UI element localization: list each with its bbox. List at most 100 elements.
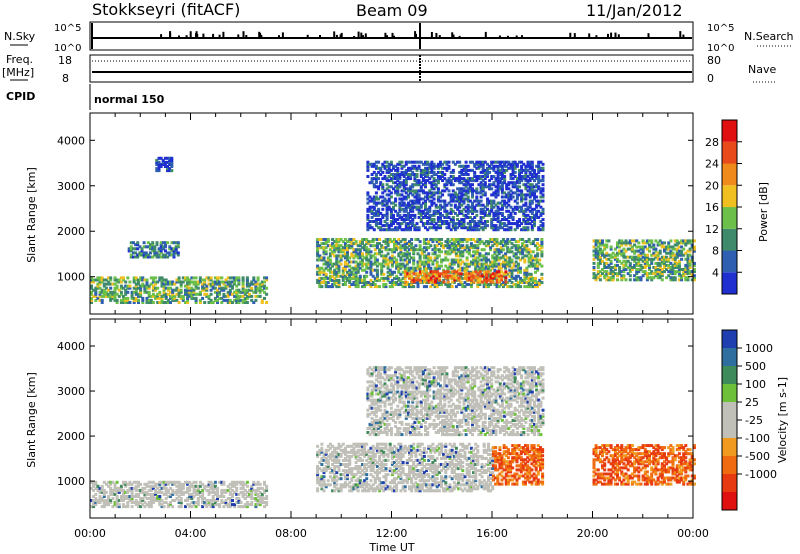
scatter-cell <box>466 226 470 230</box>
scatter-cell <box>471 218 474 221</box>
scatter-cell <box>400 173 404 176</box>
scatter-cell <box>381 203 385 207</box>
scatter-cell <box>427 278 431 282</box>
scatter-cell <box>107 288 111 292</box>
scatter-cell <box>481 222 485 226</box>
scatter-cell <box>531 278 535 282</box>
scatter-cell <box>633 274 637 278</box>
scatter-cell <box>493 268 497 272</box>
scatter-cell <box>177 499 181 502</box>
scatter-cell <box>218 503 222 507</box>
scatter-cell <box>500 166 504 170</box>
scatter-cell <box>448 266 452 270</box>
nsky-spike <box>386 35 388 38</box>
scatter-cell <box>147 501 151 504</box>
scatter-cell <box>471 211 474 215</box>
scatter-cell <box>656 253 660 257</box>
scatter-cell <box>435 240 439 244</box>
scatter-cell <box>348 268 352 272</box>
scatter-cell <box>436 181 440 185</box>
scatter-cell <box>453 195 457 199</box>
scatter-cell <box>326 276 330 280</box>
scatter-cell <box>465 246 469 250</box>
scatter-cell <box>409 191 413 195</box>
scatter-cell <box>207 503 211 507</box>
scatter-cell <box>503 168 507 172</box>
scatter-cell <box>628 263 632 267</box>
scatter-cell <box>479 226 483 230</box>
scatter-cell <box>166 488 170 492</box>
scatter-cell <box>331 285 335 289</box>
scatter-cell <box>501 283 505 286</box>
scatter-cell <box>162 480 166 484</box>
scatter-cell <box>527 248 531 252</box>
scatter-cell <box>162 301 166 304</box>
scatter-cell <box>218 280 222 284</box>
scatter-cell <box>352 266 356 270</box>
scatter-cell <box>403 238 407 241</box>
scatter-cell <box>151 247 155 251</box>
scatter-cell <box>425 278 429 282</box>
scatter-cell <box>383 199 387 203</box>
scatter-cell <box>409 168 413 172</box>
scatter-cell <box>633 243 637 247</box>
scatter-cell <box>494 211 498 215</box>
scatter-cell <box>393 260 396 264</box>
nave-tick-bottom: 0 <box>707 72 714 85</box>
scatter-cell <box>409 209 413 213</box>
scatter-cell <box>630 245 634 249</box>
scatter-cell <box>473 224 477 228</box>
scatter-cell <box>415 193 419 197</box>
scatter-cell <box>411 170 415 174</box>
scatter-cell <box>155 169 159 173</box>
scatter-cell <box>523 240 527 244</box>
scatter-cell <box>203 501 207 504</box>
scatter-cell <box>448 276 452 280</box>
scatter-cell <box>496 226 500 230</box>
scatter-cell <box>237 298 241 302</box>
scatter-cell <box>656 272 660 276</box>
scatter-cell <box>145 482 149 486</box>
scatter-cell <box>529 242 533 246</box>
scatter-cell <box>113 486 117 490</box>
scatter-cell <box>373 285 377 289</box>
scatter-cell <box>497 256 501 260</box>
scatter-cell <box>524 193 528 197</box>
scatter-cell <box>498 278 501 282</box>
scatter-cell <box>596 257 600 261</box>
scatter-cell <box>190 290 194 294</box>
scatter-cell <box>527 260 531 264</box>
scatter-cell <box>432 218 436 221</box>
scatter-cell <box>370 205 374 209</box>
scatter-cell <box>439 216 442 219</box>
scatter-cell <box>477 203 481 207</box>
scatter-cell <box>363 274 367 278</box>
scatter-cell <box>92 482 96 486</box>
scatter-cell <box>386 274 390 278</box>
y-tick-label: 3000 <box>57 180 85 193</box>
scatter-cell <box>675 266 679 269</box>
scatter-cell <box>428 216 432 219</box>
scatter-cell <box>594 243 598 247</box>
scatter-cell <box>322 268 326 272</box>
scatter-cell <box>667 247 671 251</box>
scatter-cell <box>160 480 164 484</box>
scatter-cell <box>333 283 337 286</box>
scatter-cell <box>361 246 364 250</box>
scatter-cell <box>149 495 153 498</box>
scatter-cell <box>389 162 393 166</box>
scatter-cell <box>122 497 125 500</box>
scatter-cell <box>508 285 512 289</box>
scatter-cell <box>201 482 205 486</box>
scatter-cell <box>115 503 119 507</box>
scatter-cell <box>166 160 169 164</box>
scatter-cell <box>399 252 403 256</box>
scatter-cell <box>335 242 339 246</box>
scatter-cell <box>435 285 439 289</box>
scatter-cell <box>439 220 442 223</box>
scatter-cell <box>407 173 410 176</box>
scatter-cell <box>469 285 473 289</box>
scatter-cell <box>348 244 352 248</box>
scatter-cell <box>370 197 374 201</box>
scatter-cell <box>479 187 483 191</box>
